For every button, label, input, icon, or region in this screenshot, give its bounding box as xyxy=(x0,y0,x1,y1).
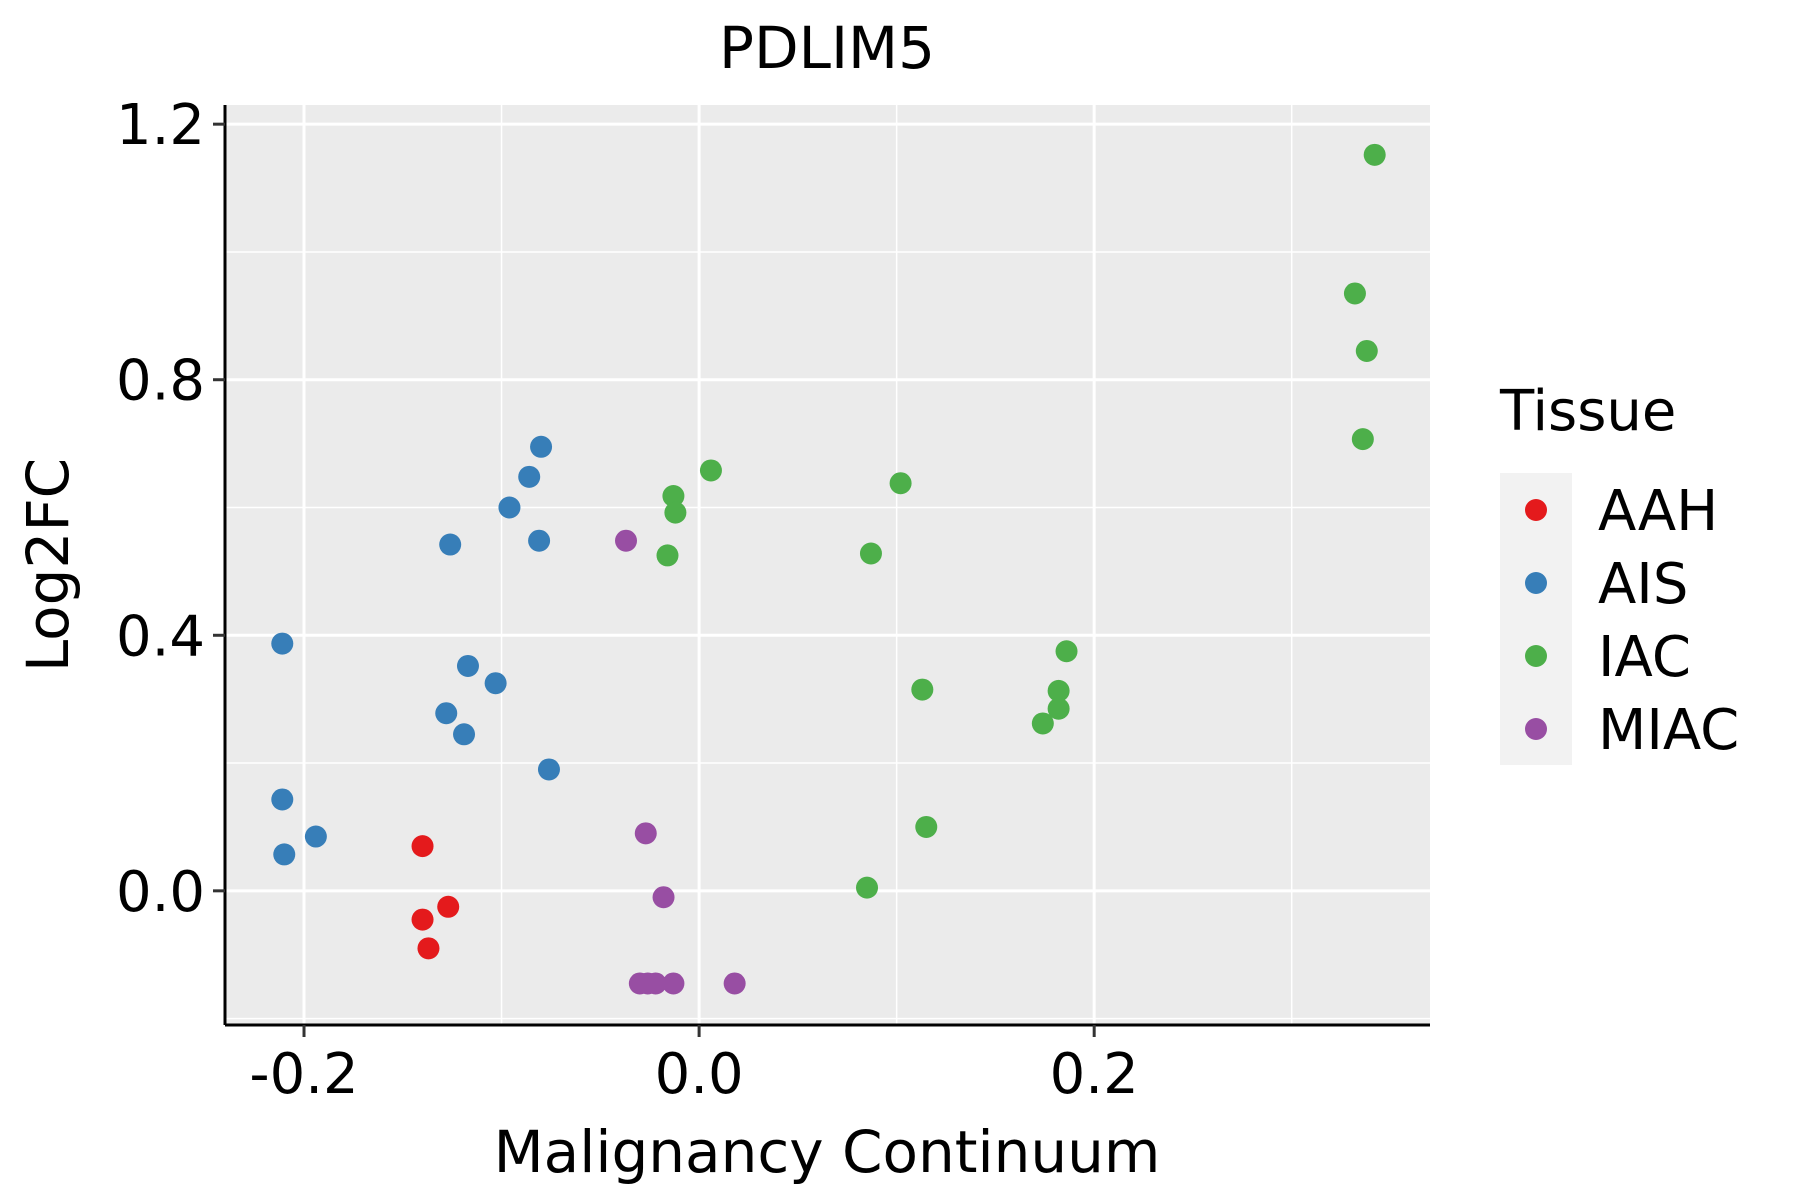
point-aah xyxy=(411,908,434,931)
x-tick-label: 0.2 xyxy=(1050,1042,1139,1107)
x-tick-label: 0.0 xyxy=(655,1042,744,1107)
point-iac xyxy=(911,678,934,701)
grid-major xyxy=(225,105,1430,1025)
point-iac xyxy=(1047,697,1070,720)
legend: Tissue AAH AIS IAC MIAC xyxy=(1499,379,1739,765)
point-aah xyxy=(417,937,440,960)
point-ais xyxy=(484,672,507,695)
point-iac xyxy=(662,485,685,507)
point-miac xyxy=(644,972,667,995)
point-iac xyxy=(1355,339,1378,362)
point-iac xyxy=(915,815,938,838)
x-tick-label: -0.2 xyxy=(249,1042,358,1107)
point-ais xyxy=(435,702,458,725)
point-ais xyxy=(271,788,294,811)
point-ais xyxy=(271,632,294,655)
legend-title: Tissue xyxy=(1499,379,1676,444)
point-ais xyxy=(453,723,476,746)
legend-label-ais: AIS xyxy=(1598,552,1688,617)
y-ticks: 0.0 0.4 0.8 1.2 xyxy=(116,93,225,925)
y-tick-label: 0.8 xyxy=(116,349,205,414)
point-ais xyxy=(528,529,551,552)
point-ais xyxy=(518,465,541,488)
legend-key-background xyxy=(1500,473,1572,765)
point-ais xyxy=(498,496,521,519)
point-iac xyxy=(1363,143,1386,166)
legend-key-ais xyxy=(1525,572,1547,594)
point-ais xyxy=(273,843,296,866)
point-ais xyxy=(456,654,479,677)
legend-label-iac: IAC xyxy=(1598,625,1691,690)
legend-label-miac: MIAC xyxy=(1598,698,1739,763)
point-iac xyxy=(699,459,722,482)
point-iac xyxy=(656,544,679,567)
grid-minor xyxy=(225,105,1430,1025)
point-aah xyxy=(411,835,434,858)
point-iac xyxy=(1343,282,1366,305)
point-miac xyxy=(615,529,638,552)
point-miac xyxy=(634,822,657,845)
data-points xyxy=(271,143,1386,995)
point-miac xyxy=(662,972,685,995)
point-iac xyxy=(1055,640,1078,663)
x-ticks: -0.2 0.0 0.2 xyxy=(249,1025,1139,1107)
y-axis-title: Log2FC xyxy=(14,458,82,672)
legend-key-aah xyxy=(1525,499,1547,521)
point-ais xyxy=(439,533,462,556)
point-miac xyxy=(723,972,746,995)
y-tick-label: 1.2 xyxy=(116,93,205,158)
point-iac xyxy=(859,542,882,565)
y-tick-label: 0.0 xyxy=(116,860,205,925)
legend-key-miac xyxy=(1525,718,1547,740)
point-ais xyxy=(530,435,553,458)
point-iac xyxy=(1047,679,1070,702)
point-ais xyxy=(304,825,327,848)
point-miac xyxy=(652,886,675,909)
chart-title: PDLIM5 xyxy=(719,14,935,82)
legend-label-aah: AAH xyxy=(1598,479,1718,544)
point-iac xyxy=(856,876,879,899)
point-aah xyxy=(437,895,460,918)
point-iac xyxy=(1031,712,1054,735)
legend-key-iac xyxy=(1525,645,1547,667)
point-iac xyxy=(1351,428,1374,451)
point-ais xyxy=(537,758,560,781)
plot-panel xyxy=(225,105,1430,1025)
point-iac xyxy=(664,501,687,524)
point-iac xyxy=(889,472,912,495)
x-axis-title: Malignancy Continuum xyxy=(494,1118,1161,1186)
y-tick-label: 0.4 xyxy=(116,604,205,669)
